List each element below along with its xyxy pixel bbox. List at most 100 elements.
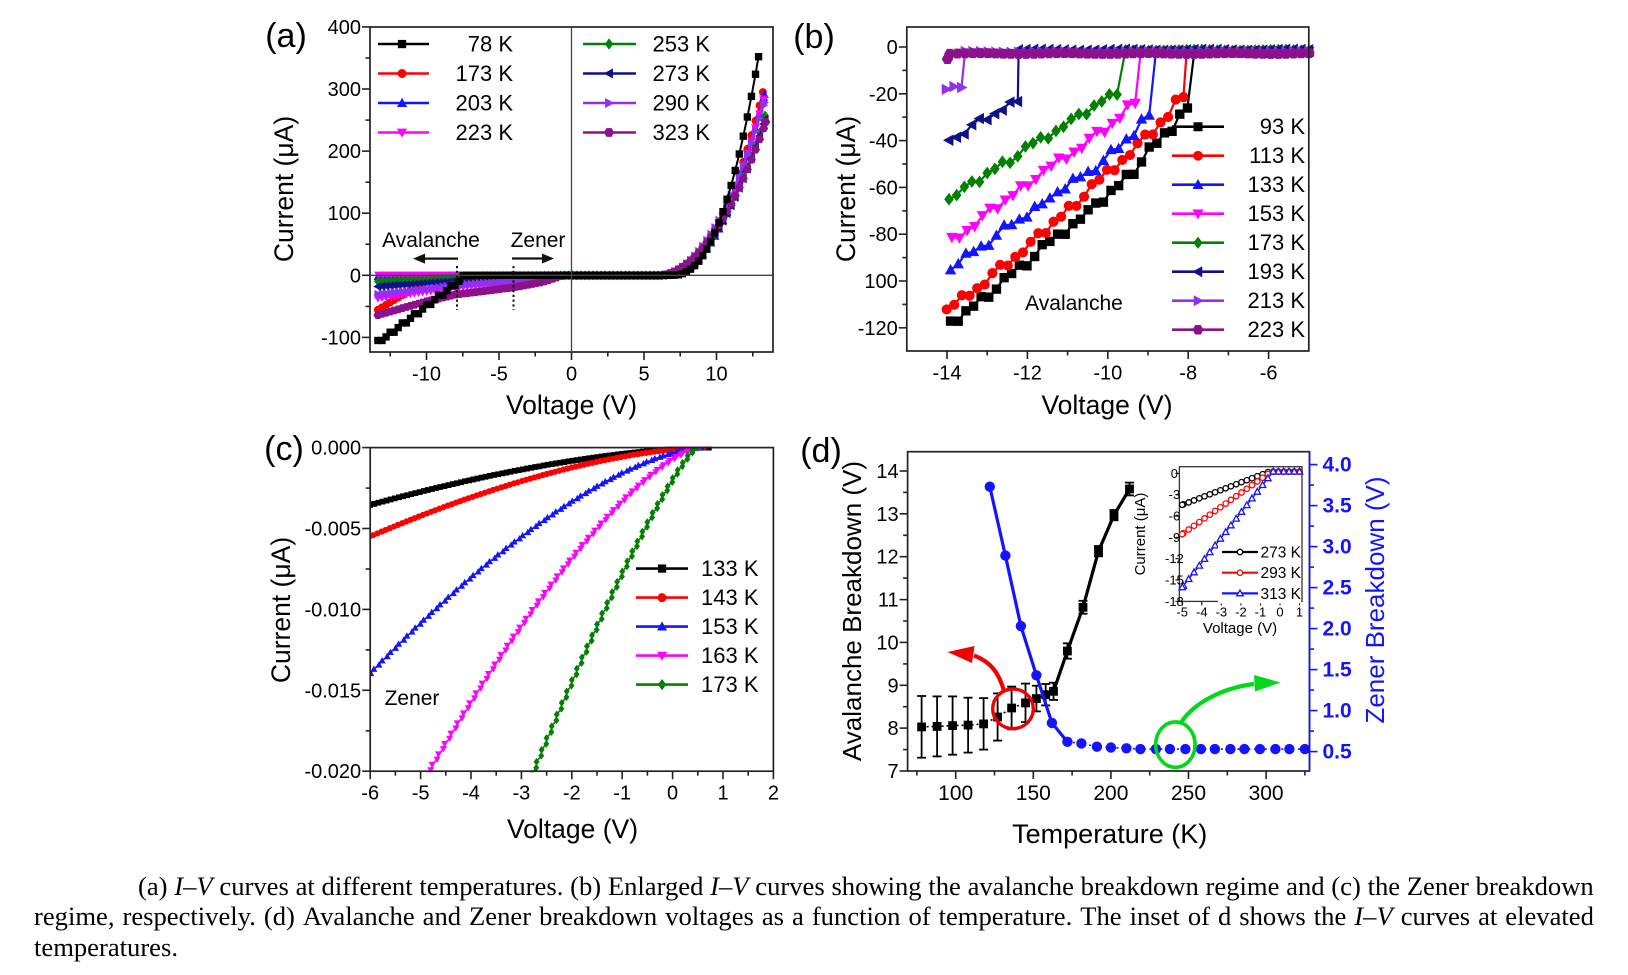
- svg-text:Avalanche: Avalanche: [382, 229, 480, 252]
- svg-text:-120: -120: [858, 318, 898, 340]
- svg-text:(a): (a): [265, 17, 307, 55]
- svg-text:-40: -40: [869, 131, 898, 153]
- svg-text:Current (μA): Current (μA): [266, 537, 296, 683]
- svg-text:273 K: 273 K: [653, 61, 711, 86]
- svg-text:4.0: 4.0: [1323, 454, 1352, 477]
- svg-text:213 K: 213 K: [1248, 288, 1306, 313]
- svg-text:-0.010: -0.010: [304, 599, 361, 621]
- svg-text:1.5: 1.5: [1323, 659, 1353, 682]
- svg-text:0.000: 0.000: [311, 438, 361, 460]
- svg-text:173 K: 173 K: [701, 672, 759, 697]
- svg-text:133 K: 133 K: [701, 556, 759, 581]
- svg-text:-60: -60: [869, 177, 898, 199]
- svg-text:0.5: 0.5: [1323, 741, 1353, 764]
- svg-text:14: 14: [876, 461, 898, 483]
- svg-text:-8: -8: [1179, 363, 1197, 385]
- svg-text:Avalanche: Avalanche: [1025, 292, 1123, 315]
- svg-text:-10: -10: [1093, 363, 1122, 385]
- svg-text:-3: -3: [1169, 487, 1181, 502]
- svg-text:300: 300: [328, 79, 361, 101]
- svg-text:9: 9: [887, 675, 898, 697]
- svg-text:8: 8: [887, 718, 898, 740]
- svg-text:10: 10: [705, 364, 727, 386]
- svg-text:-14: -14: [933, 363, 962, 385]
- svg-text:3.0: 3.0: [1323, 536, 1352, 559]
- svg-text:200: 200: [328, 141, 361, 163]
- svg-text:Zener: Zener: [385, 687, 440, 710]
- svg-text:5: 5: [638, 364, 649, 386]
- svg-text:0: 0: [887, 37, 898, 59]
- svg-text:-1: -1: [613, 783, 631, 805]
- svg-text:-20: -20: [869, 84, 898, 106]
- svg-text:-2: -2: [1235, 604, 1247, 619]
- svg-text:-6: -6: [1169, 509, 1181, 524]
- svg-text:163 K: 163 K: [701, 643, 759, 668]
- svg-text:7: 7: [887, 761, 898, 783]
- svg-text:3.5: 3.5: [1323, 495, 1353, 518]
- svg-text:0: 0: [566, 364, 577, 386]
- svg-text:400: 400: [328, 17, 361, 39]
- svg-text:-10: -10: [412, 364, 441, 386]
- svg-text:-6: -6: [1260, 363, 1278, 385]
- svg-text:-12: -12: [1165, 551, 1184, 566]
- svg-text:1: 1: [717, 783, 728, 805]
- svg-text:1: 1: [1296, 604, 1303, 619]
- svg-text:223 K: 223 K: [1248, 317, 1306, 342]
- svg-text:313 K: 313 K: [1260, 586, 1301, 603]
- svg-text:93 K: 93 K: [1260, 114, 1306, 139]
- svg-text:Zener: Zener: [511, 229, 566, 252]
- svg-text:-5: -5: [412, 783, 430, 805]
- svg-text:-4: -4: [1196, 604, 1208, 619]
- svg-text:10: 10: [876, 632, 898, 654]
- svg-text:Temperature (K): Temperature (K): [1012, 819, 1207, 849]
- svg-text:0: 0: [350, 265, 361, 287]
- svg-text:-5: -5: [1176, 604, 1188, 619]
- svg-text:2.0: 2.0: [1323, 618, 1352, 641]
- svg-text:Voltage (V): Voltage (V): [506, 390, 637, 420]
- svg-text:173 K: 173 K: [456, 61, 514, 86]
- svg-text:153 K: 153 K: [701, 614, 759, 639]
- svg-text:1.0: 1.0: [1323, 700, 1352, 723]
- svg-text:-100: -100: [321, 327, 361, 349]
- svg-text:293 K: 293 K: [1260, 565, 1301, 582]
- svg-text:250: 250: [1171, 782, 1206, 805]
- svg-text:-9: -9: [1169, 530, 1181, 545]
- svg-text:Voltage (V): Voltage (V): [1041, 390, 1172, 420]
- svg-text:100: 100: [328, 203, 361, 225]
- svg-text:(c): (c): [264, 430, 304, 468]
- svg-text:2: 2: [768, 783, 779, 805]
- svg-text:-15: -15: [1165, 573, 1184, 588]
- svg-text:253 K: 253 K: [653, 32, 711, 57]
- svg-text:(d): (d): [800, 432, 842, 470]
- svg-text:100: 100: [864, 271, 897, 293]
- svg-text:0: 0: [1171, 466, 1178, 481]
- svg-text:203 K: 203 K: [456, 91, 514, 116]
- svg-text:290 K: 290 K: [653, 91, 711, 116]
- svg-text:100: 100: [938, 782, 973, 805]
- svg-text:273 K: 273 K: [1260, 545, 1301, 562]
- svg-text:Current (μA): Current (μA): [1132, 493, 1149, 576]
- svg-text:-80: -80: [869, 224, 898, 246]
- svg-text:Current (μA): Current (μA): [269, 116, 299, 262]
- svg-text:-4: -4: [462, 783, 480, 805]
- svg-text:78 K: 78 K: [468, 32, 514, 57]
- svg-text:Voltage (V): Voltage (V): [1203, 620, 1277, 637]
- svg-text:-18: -18: [1165, 594, 1184, 609]
- svg-text:-3: -3: [513, 783, 531, 805]
- svg-text:143 K: 143 K: [701, 585, 759, 610]
- svg-text:133 K: 133 K: [1248, 172, 1306, 197]
- svg-text:150: 150: [1016, 782, 1051, 805]
- svg-text:Zener Breakdown (V): Zener Breakdown (V): [1360, 476, 1390, 723]
- svg-text:-12: -12: [1013, 363, 1042, 385]
- svg-text:(b): (b): [793, 18, 835, 56]
- svg-text:Voltage (V): Voltage (V): [507, 814, 638, 844]
- svg-text:200: 200: [1093, 782, 1128, 805]
- svg-text:0: 0: [1276, 604, 1283, 619]
- svg-text:11: 11: [878, 590, 899, 612]
- svg-text:153 K: 153 K: [1248, 201, 1306, 226]
- svg-text:-6: -6: [361, 783, 379, 805]
- svg-text:12: 12: [876, 547, 898, 569]
- svg-text:113 K: 113 K: [1249, 143, 1305, 168]
- svg-text:-5: -5: [490, 364, 508, 386]
- svg-text:-0.015: -0.015: [304, 680, 361, 702]
